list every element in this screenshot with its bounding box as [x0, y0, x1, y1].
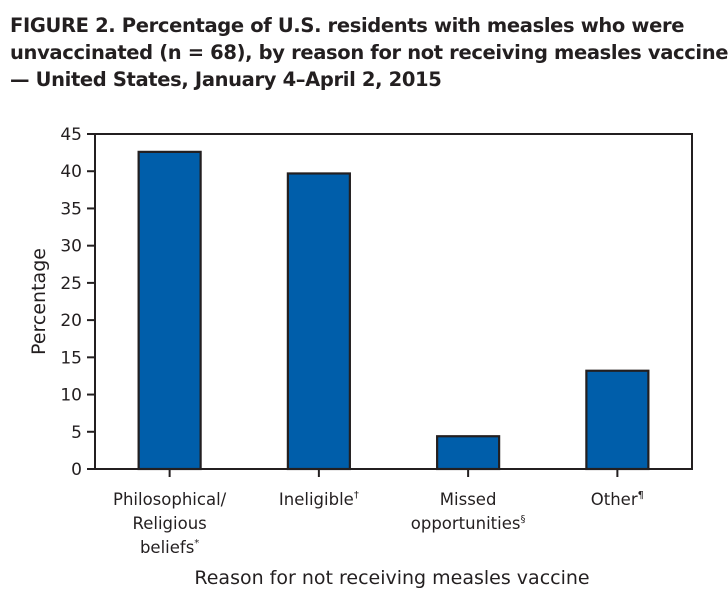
y-tick-label-35: 35 [60, 199, 82, 219]
bar-1 [286, 172, 351, 471]
y-tick-label-5: 5 [71, 423, 82, 443]
x-tick-label-3-footnote-mark: ¶ [638, 490, 644, 501]
plot-frame [94, 133, 693, 470]
y-tick-label-15: 15 [60, 348, 82, 368]
y-tick-label-30: 30 [60, 237, 82, 257]
x-tick-label-0-line-1: Religious [133, 514, 207, 533]
x-tick-label-0: Philosophical/Religious beliefs* [113, 490, 227, 557]
y-axis-title: Percentage [28, 248, 50, 355]
y-axis: 0 5 10 15 20 25 30 35 40 45 [60, 125, 95, 480]
y-tick-label-45: 45 [60, 125, 82, 145]
x-tick-label-2: Missed opportunities§ [411, 490, 526, 533]
chart-title-line-1: FIGURE 2. Percentage of U.S. residents w… [10, 14, 685, 37]
x-axis: Philosophical/Religious beliefs* Ineligibl… [113, 469, 644, 557]
chart-title-line-2: unvaccinated (n = 68), by reason for not… [10, 41, 728, 64]
x-tick-label-1-footnote-mark: † [354, 490, 359, 501]
x-tick-label-2-line-0: Missed [440, 490, 497, 509]
x-tick-label-3-line-0: Other [591, 490, 638, 509]
y-tick-label-20: 20 [60, 311, 82, 331]
chart-title-line-3: — United States, January 4–April 2, 2015 [10, 68, 442, 91]
x-tick-label-2-footnote-mark: § [520, 514, 525, 525]
x-tick-label-0-line-0: Philosophical/ [113, 490, 227, 509]
bar-0 [137, 150, 202, 471]
x-tick-label-2-line-1: opportunities [411, 514, 521, 533]
bar-2 [436, 435, 501, 471]
x-axis-title: Reason for not receiving measles vaccine [194, 567, 589, 589]
y-tick-label-25: 25 [60, 274, 82, 294]
x-tick-label-1-line-0: Ineligible [279, 490, 354, 509]
y-tick-label-0: 0 [71, 460, 82, 480]
bars [137, 150, 650, 471]
x-tick-label-1: Ineligible† [279, 490, 359, 509]
chart-title: FIGURE 2. Percentage of U.S. residents w… [10, 12, 728, 93]
bar-3 [585, 369, 650, 471]
y-tick-label-40: 40 [60, 162, 82, 182]
x-tick-label-0-line-2: beliefs [140, 538, 194, 557]
x-tick-label-0-footnote-mark: * [194, 538, 199, 549]
x-tick-label-3: Other¶ [591, 490, 644, 509]
y-tick-label-10: 10 [60, 386, 82, 406]
